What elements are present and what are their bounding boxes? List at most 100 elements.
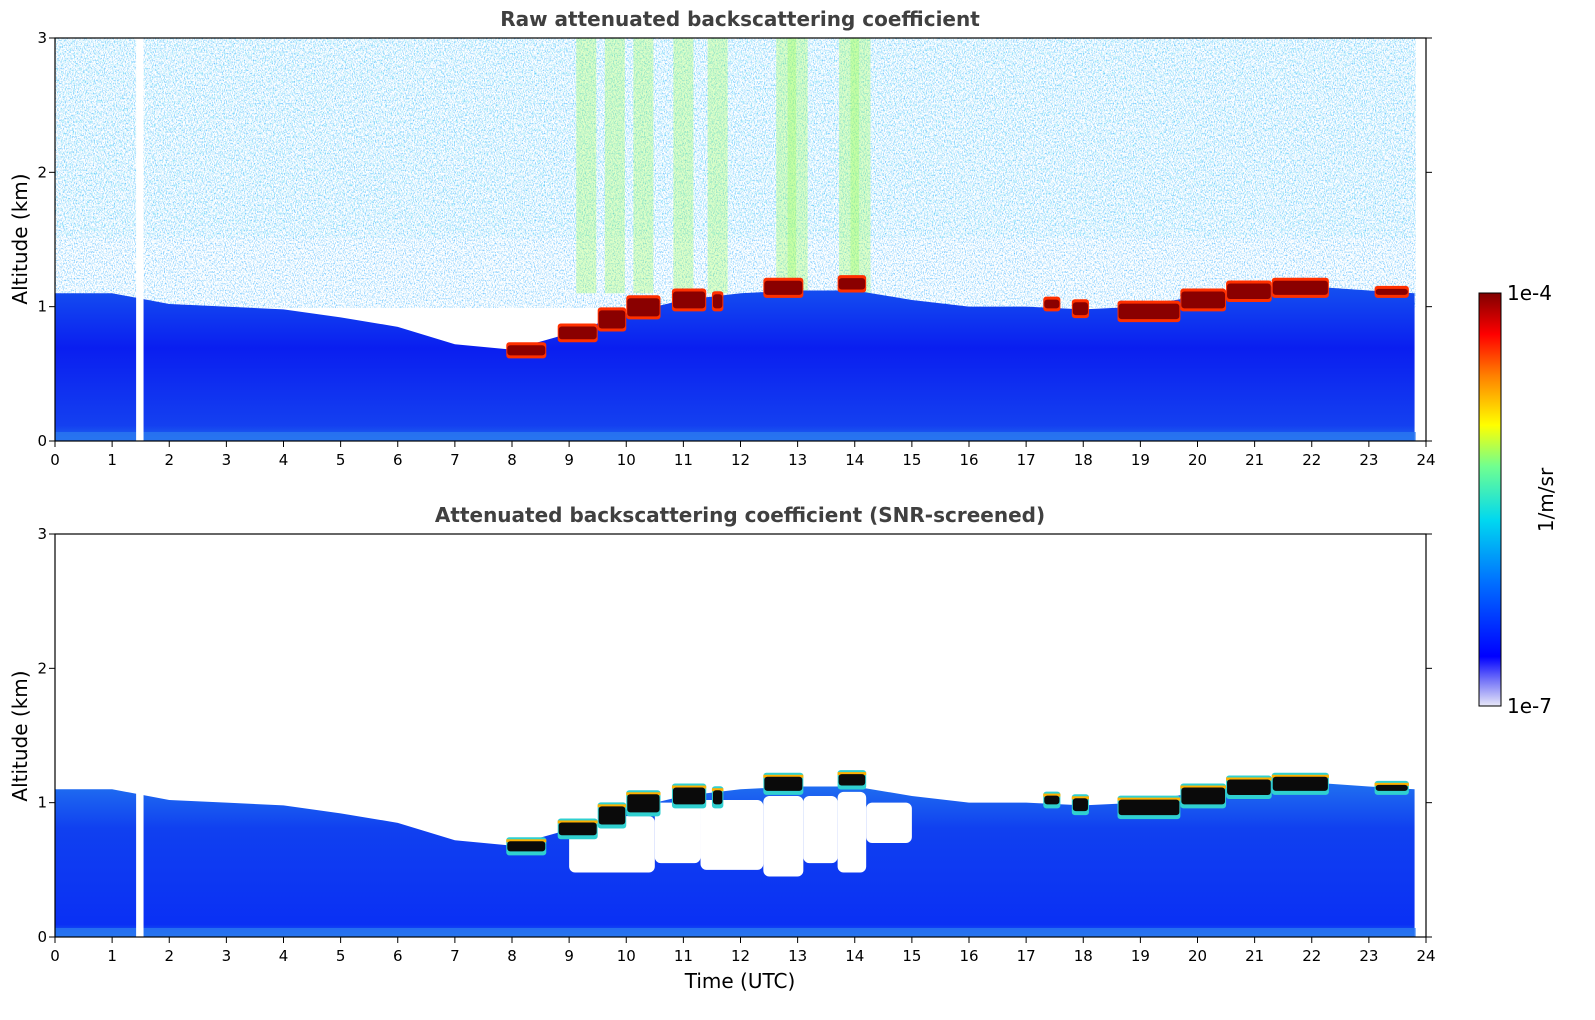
cloud-edge-warm xyxy=(1071,796,1089,800)
colorbar-min-label: 1e-7 xyxy=(1507,694,1552,718)
x-tick-label: 19 xyxy=(1131,451,1150,469)
data-gap xyxy=(136,534,144,937)
x-tick-label: 7 xyxy=(450,947,460,965)
precipitation-streak xyxy=(776,38,797,294)
cloud-layer xyxy=(1227,283,1271,299)
y-tick-label: 0 xyxy=(37,432,47,450)
precipitation-streaks xyxy=(576,38,871,294)
screened-region xyxy=(700,799,764,870)
cloud-edge-warm xyxy=(597,804,627,808)
cloud-layer xyxy=(1181,291,1226,309)
cloud-layer xyxy=(558,326,597,340)
x-tick-label: 4 xyxy=(279,451,289,469)
cloud-layer xyxy=(627,794,660,813)
x-tick-label: 4 xyxy=(279,947,289,965)
x-tick-label: 9 xyxy=(564,451,574,469)
cloud-layers xyxy=(506,770,1409,856)
y-tick-label: 1 xyxy=(37,298,47,316)
cloud-layer xyxy=(1227,779,1271,795)
cloud-layer xyxy=(1072,302,1088,316)
chart-title: Attenuated backscattering coefficient (S… xyxy=(435,503,1045,527)
x-tick-label: 10 xyxy=(617,947,636,965)
precipitation-streak xyxy=(850,38,871,294)
cloud-layer xyxy=(838,278,866,290)
x-tick-label: 0 xyxy=(50,947,60,965)
x-tick-label: 17 xyxy=(1017,451,1036,469)
x-tick-label: 12 xyxy=(731,451,750,469)
x-axis-label: Time (UTC) xyxy=(684,969,796,993)
cloud-layer xyxy=(507,841,546,852)
x-tick-label: 11 xyxy=(674,451,693,469)
cloud-layer xyxy=(1375,288,1408,295)
cloud-edge-warm xyxy=(506,839,547,843)
y-axis-label: Altitude (km) xyxy=(8,670,32,801)
cloud-layer xyxy=(598,310,626,329)
chart-title: Raw attenuated backscattering coefficien… xyxy=(500,7,980,31)
precipitation-streak xyxy=(707,38,728,294)
cloud-layer xyxy=(1375,784,1408,791)
cloud-edge-warm xyxy=(1180,785,1227,789)
x-tick-label: 14 xyxy=(845,451,864,469)
x-tick-label: 12 xyxy=(731,947,750,965)
cloud-layer xyxy=(598,806,626,825)
cloud-layer xyxy=(1044,299,1060,309)
x-tick-label: 22 xyxy=(1302,451,1321,469)
colorbar-unit-label: 1/m/sr xyxy=(1534,467,1558,532)
x-tick-label: 9 xyxy=(564,947,574,965)
cloud-layer xyxy=(764,280,803,295)
x-tick-label: 20 xyxy=(1188,451,1207,469)
screened-region xyxy=(654,802,701,864)
cloud-layer xyxy=(712,790,723,805)
snr-screened-panel: Attenuated backscattering coefficient (S… xyxy=(8,503,1436,993)
x-tick-label: 19 xyxy=(1131,947,1150,965)
cloud-edge-warm xyxy=(1271,774,1329,778)
y-tick-label: 1 xyxy=(37,794,47,812)
x-tick-label: 8 xyxy=(507,947,517,965)
x-tick-label: 22 xyxy=(1302,947,1321,965)
x-tick-label: 2 xyxy=(164,451,174,469)
x-tick-label: 6 xyxy=(393,451,403,469)
x-tick-label: 11 xyxy=(674,947,693,965)
cloud-layer xyxy=(1272,280,1328,295)
precipitation-streak xyxy=(604,38,625,294)
x-tick-label: 18 xyxy=(1074,947,1093,965)
x-tick-label: 24 xyxy=(1416,451,1435,469)
cloud-layer xyxy=(1272,776,1328,791)
x-tick-label: 15 xyxy=(902,947,921,965)
cloud-layer xyxy=(672,291,706,309)
boundary-layer xyxy=(55,286,1415,441)
x-tick-label: 3 xyxy=(222,947,232,965)
x-tick-label: 5 xyxy=(336,947,346,965)
screened-out-regions xyxy=(569,791,912,877)
cloud-layer xyxy=(558,822,597,836)
y-axis: 0 1 2 3 xyxy=(37,29,1432,450)
cloud-layer xyxy=(838,774,866,786)
x-tick-label: 16 xyxy=(959,451,978,469)
cloud-edge-warm xyxy=(1117,797,1181,801)
colorbar-max-label: 1e-4 xyxy=(1507,281,1552,305)
x-tick-label: 21 xyxy=(1245,947,1264,965)
y-tick-label: 0 xyxy=(37,928,47,946)
cloud-layer xyxy=(627,298,660,317)
x-tick-label: 17 xyxy=(1017,947,1036,965)
x-tick-label: 14 xyxy=(845,947,864,965)
data-gap xyxy=(136,38,144,441)
x-tick-label: 10 xyxy=(617,451,636,469)
cloud-layers xyxy=(506,275,1409,359)
cloud-layer xyxy=(1181,787,1226,805)
cloud-edge-warm xyxy=(711,788,724,792)
cloud-layer xyxy=(507,345,546,356)
cloud-edge-warm xyxy=(837,772,867,776)
x-tick-label: 8 xyxy=(507,451,517,469)
y-tick-label: 2 xyxy=(37,163,47,181)
colorbar: 1e-4 1e-7 1/m/sr xyxy=(1478,281,1558,718)
screened-region xyxy=(866,802,912,843)
x-tick-label: 13 xyxy=(788,947,807,965)
raw-backscatter-panel: Raw attenuated backscattering coefficien… xyxy=(8,7,1436,469)
cloud-edge-warm xyxy=(1226,777,1272,781)
y-tick-label: 3 xyxy=(37,525,47,543)
y-tick-label: 2 xyxy=(37,659,47,677)
x-tick-label: 2 xyxy=(164,947,174,965)
screened-region xyxy=(803,795,838,864)
